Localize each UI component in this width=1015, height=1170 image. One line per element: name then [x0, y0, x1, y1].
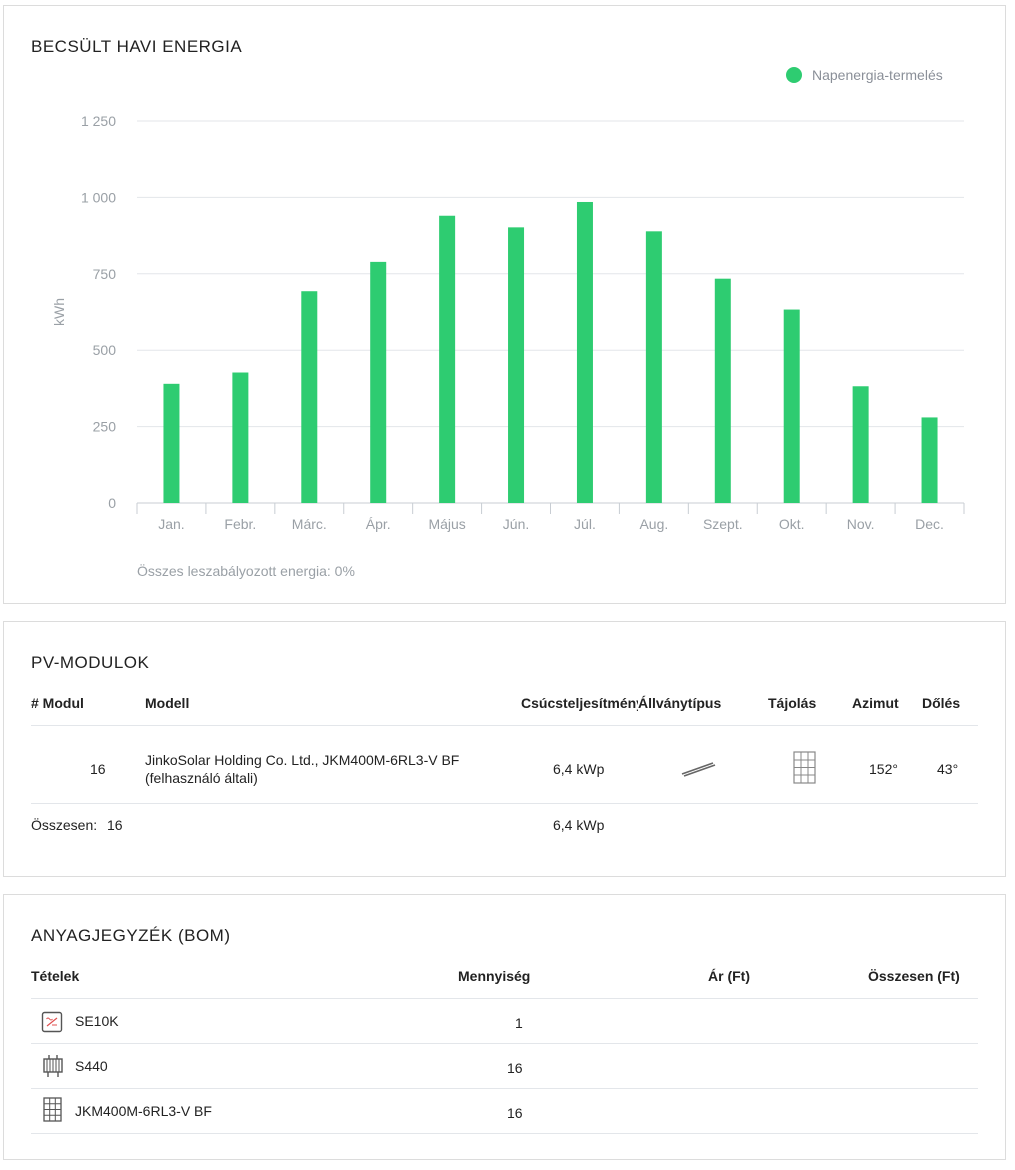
- pv-total-peak: 6,4 kWp: [553, 817, 605, 833]
- y-tick-label: 1 000: [81, 189, 116, 205]
- y-tick-label: 0: [108, 495, 116, 511]
- x-tick-label: Okt.: [779, 516, 805, 532]
- portrait-panel-icon: [793, 751, 816, 784]
- bar: [232, 372, 249, 503]
- pv-row-model-line2: (felhasználó általi): [145, 770, 258, 786]
- inverter-icon: [41, 1011, 63, 1033]
- x-tick-label: Jan.: [158, 516, 184, 532]
- pv-header-divider: [31, 725, 978, 726]
- y-tick-label: 250: [93, 419, 117, 435]
- col-header-peak: Csúcsteljesítmény: [521, 695, 644, 711]
- pv-row-count: 16: [90, 761, 106, 777]
- col-header-orientation: Tájolás: [768, 695, 817, 711]
- x-tick-label: Ápr.: [366, 516, 391, 532]
- bar: [645, 231, 662, 503]
- col-header-tilt: Dőlés: [922, 695, 961, 711]
- tilted-mount-icon: [681, 762, 716, 777]
- x-tick-label: Szept.: [703, 516, 743, 532]
- pv-total-label: Összesen:: [31, 817, 98, 833]
- bar: [714, 278, 731, 503]
- x-tick-label: Márc.: [292, 516, 327, 532]
- x-tick-label: Jún.: [503, 516, 529, 532]
- curtailment-note: Összes leszabályozott energia: 0%: [137, 563, 355, 579]
- pv-row-tilt: 43°: [937, 761, 959, 777]
- bom-row-quantity: 16: [507, 1060, 523, 1076]
- bar: [576, 201, 593, 503]
- y-tick-label: 1 250: [81, 113, 116, 129]
- pv-modules-card: PV-MODULOK # Modul Modell Csúcsteljesítm…: [3, 621, 1006, 877]
- bom-header-price: Ár (Ft): [708, 968, 750, 984]
- x-tick-label: Nov.: [847, 516, 875, 532]
- bar: [783, 309, 800, 503]
- bar: [370, 261, 387, 503]
- bar: [921, 417, 938, 503]
- bom-title: ANYAGJEGYZÉK (BOM): [31, 926, 231, 945]
- solar-panel-icon: [43, 1097, 62, 1122]
- bom-row-divider: [31, 1088, 978, 1089]
- col-header-azimuth: Azimut: [852, 695, 899, 711]
- bom-row-quantity: 16: [507, 1105, 523, 1121]
- bom-row-quantity: 1: [515, 1015, 523, 1031]
- pv-row-divider: [31, 803, 978, 804]
- bom-row-name: JKM400M-6RL3-V BF: [75, 1103, 212, 1119]
- bar: [508, 227, 525, 503]
- bom-header-divider: [31, 998, 978, 999]
- legend-label: Napenergia-termelés: [812, 67, 943, 83]
- pv-row-peak: 6,4 kWp: [553, 761, 605, 777]
- chart-legend[interactable]: Napenergia-termelés: [786, 67, 943, 83]
- bom-card: ANYAGJEGYZÉK (BOM) Tételek Mennyiség Ár …: [3, 894, 1006, 1160]
- y-tick-label: 750: [93, 266, 117, 282]
- x-tick-label: Júl.: [574, 516, 596, 532]
- y-axis-label: kWh: [51, 298, 67, 326]
- bar: [301, 291, 318, 503]
- pv-row-model-line1: JinkoSolar Holding Co. Ltd., JKM400M-6RL…: [145, 752, 460, 768]
- col-header-mount: Állványtípus: [638, 695, 722, 711]
- legend-dot: [786, 67, 802, 83]
- x-tick-label: Febr.: [224, 516, 256, 532]
- x-tick-label: Aug.: [639, 516, 668, 532]
- bar: [852, 386, 869, 503]
- optimizer-icon: [43, 1055, 63, 1077]
- bom-header-quantity: Mennyiség: [458, 968, 531, 984]
- bom-header-items: Tételek: [31, 968, 80, 984]
- col-header-model: Modell: [145, 695, 190, 711]
- pv-row-azimuth: 152°: [869, 761, 898, 777]
- col-header-count: # Modul: [31, 695, 84, 711]
- bom-row-name: SE10K: [75, 1013, 119, 1029]
- pv-title: PV-MODULOK: [31, 653, 150, 672]
- x-tick-label: Május: [428, 516, 465, 532]
- energy-card: BECSÜLT HAVI ENERGIA Napenergia-termelés…: [3, 5, 1006, 604]
- bar: [439, 215, 456, 503]
- x-tick-label: Dec.: [915, 516, 944, 532]
- monthly-energy-chart: 0 250 500 750 1 000 1 250 kWh Jan. Febr. Márc. Ápr…: [51, 113, 965, 532]
- bom-row-divider: [31, 1043, 978, 1044]
- energy-title: BECSÜLT HAVI ENERGIA: [31, 37, 243, 56]
- bar: [163, 383, 180, 503]
- pv-total-count: 16: [107, 817, 123, 833]
- bom-row-name: S440: [75, 1058, 108, 1074]
- y-tick-label: 500: [93, 342, 117, 358]
- bom-row-divider: [31, 1133, 978, 1134]
- bom-header-total: Összesen (Ft): [868, 968, 960, 984]
